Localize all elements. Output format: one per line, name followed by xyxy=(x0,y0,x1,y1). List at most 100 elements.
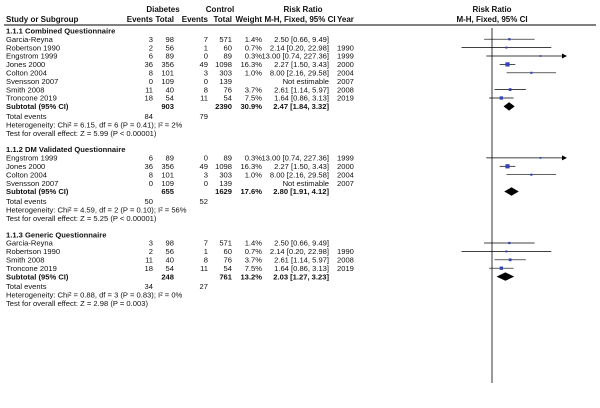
study-point xyxy=(505,46,508,49)
control-total: 571 xyxy=(219,35,232,44)
diabetes-events: 6 xyxy=(149,154,153,163)
control-events: 0 xyxy=(204,179,208,188)
study-name: Garcia-Reyna xyxy=(6,239,54,248)
total-diabetes-events: 34 xyxy=(145,282,153,291)
diabetes-events: 8 xyxy=(149,69,153,78)
total-diabetes-events: 84 xyxy=(145,112,153,121)
study-risk-ratio-ci: 2.61 [1.14, 5.97] xyxy=(274,256,329,265)
control-events: 1 xyxy=(204,247,208,256)
diabetes-total: 356 xyxy=(161,162,174,171)
control-events: 49 xyxy=(200,60,208,69)
subtotal-label: Subtotal (95% CI) xyxy=(6,102,69,111)
overall-effect-test: Test for overall effect: Z = 5.99 (P < 0… xyxy=(6,129,157,138)
ci-method-header: M-H, Fixed, 95% CI xyxy=(264,15,335,24)
study-name: Colton 2004 xyxy=(6,170,47,179)
diabetes-events: 3 xyxy=(149,239,153,248)
subtotal-weight: 30.9% xyxy=(240,102,262,111)
study-name: Troncone 2019 xyxy=(6,94,57,103)
study-point xyxy=(530,71,533,74)
study-risk-ratio-ci: 2.61 [1.14, 5.97] xyxy=(274,85,329,94)
study-risk-ratio-ci: 2.14 [0.20, 22.98] xyxy=(270,43,329,52)
diabetes-events: 0 xyxy=(149,77,153,86)
study-weight: 1.0% xyxy=(245,170,263,179)
control-total: 54 xyxy=(224,264,232,273)
study-point xyxy=(539,157,542,159)
study-weight: 0.7% xyxy=(245,247,263,256)
study-point xyxy=(505,164,510,169)
study-point xyxy=(499,96,504,100)
study-year: 1999 xyxy=(337,154,354,163)
control-events: 11 xyxy=(200,264,208,273)
study-risk-ratio-ci: 1.64 [0.86, 3.13] xyxy=(274,94,329,103)
study-name: Robertson 1990 xyxy=(6,43,60,52)
study-name: Engstrom 1999 xyxy=(6,52,58,61)
study-weight: 1.4% xyxy=(245,35,263,44)
study-name: Jones 2000 xyxy=(6,162,45,171)
study-risk-ratio-ci: Not estimable xyxy=(283,179,329,188)
subtotal-label: Subtotal (95% CI) xyxy=(6,187,69,196)
study-name: Troncone 2019 xyxy=(6,264,57,273)
subgroup-title: 1.1.2 DM Validated Questionnaire xyxy=(6,145,125,154)
diabetes-events: 6 xyxy=(149,52,153,61)
control-events: 1 xyxy=(204,43,208,52)
overall-effect-test: Test for overall effect: Z = 2.98 (P = 0… xyxy=(6,299,148,308)
heterogeneity-stat: Heterogeneity: Chi² = 4.59, df = 2 (P = … xyxy=(6,206,187,215)
study-weight: 16.3% xyxy=(240,60,262,69)
diabetes-total: 101 xyxy=(161,170,174,179)
study-point xyxy=(530,173,533,176)
control-total: 139 xyxy=(219,77,232,86)
study-weight: 3.7% xyxy=(245,256,263,265)
diabetes-events: 36 xyxy=(145,162,153,171)
overall-effect-test: Test for overall effect: Z = 5.25 (P < 0… xyxy=(6,214,157,223)
total-events-label: Total events xyxy=(6,282,47,291)
diabetes-total: 54 xyxy=(166,264,174,273)
heterogeneity-stat: Heterogeneity: Chi² = 6.15, df = 6 (P = … xyxy=(6,120,183,129)
diabetes-total: 98 xyxy=(166,239,174,248)
subtotal-risk-ratio-ci: 2.80 [1.91, 4.12] xyxy=(273,187,329,196)
study-point xyxy=(508,88,512,91)
control-total: 139 xyxy=(219,179,232,188)
heterogeneity-stat: Heterogeneity: Chi² = 0.88, df = 3 (P = … xyxy=(6,291,183,300)
subtotal-risk-ratio-ci: 2.47 [1.84, 3.32] xyxy=(273,102,329,111)
diabetes-events: 0 xyxy=(149,179,153,188)
diabetes-total: 89 xyxy=(166,52,174,61)
total-events-label: Total events xyxy=(6,112,47,121)
ci-arrow xyxy=(562,155,567,161)
control-total: 1098 xyxy=(215,162,232,171)
total-control-events: 27 xyxy=(200,282,208,291)
control-events: 11 xyxy=(200,94,208,103)
study-year: 1999 xyxy=(337,52,354,61)
plot-ci-method-header: M-H, Fixed, 95% CI xyxy=(456,15,527,24)
diabetes-total: 56 xyxy=(166,43,174,52)
diabetes-events: 2 xyxy=(149,247,153,256)
ci-arrow xyxy=(562,53,567,59)
study-name: Svensson 2007 xyxy=(6,179,58,188)
study-weight: 7.5% xyxy=(245,264,263,273)
study-point xyxy=(505,62,510,67)
study-point xyxy=(508,241,511,245)
study-point xyxy=(539,55,542,57)
study-risk-ratio-ci: 2.50 [0.66, 9.49] xyxy=(274,239,329,248)
diabetes-total: 89 xyxy=(166,154,174,163)
control-total: 54 xyxy=(224,94,232,103)
diabetes-total: 98 xyxy=(166,35,174,44)
risk-ratio-header: Risk Ratio xyxy=(283,5,322,14)
study-name: Jones 2000 xyxy=(6,60,45,69)
diabetes-events: 11 xyxy=(145,85,153,94)
control-events: 0 xyxy=(204,77,208,86)
study-risk-ratio-ci: 2.50 [0.66, 9.49] xyxy=(274,35,329,44)
diabetes-total: 54 xyxy=(166,94,174,103)
diabetes-total: 101 xyxy=(161,69,174,78)
control-total: 60 xyxy=(224,247,232,256)
study-year: 1990 xyxy=(337,247,354,256)
study-point xyxy=(505,250,508,253)
study-risk-ratio-ci: 8.00 [2.16, 29.58] xyxy=(270,69,329,78)
control-events: 0 xyxy=(204,154,208,163)
control-events: 8 xyxy=(204,85,208,94)
study-risk-ratio-ci: 13.00 [0.74, 227.36] xyxy=(261,154,329,163)
diabetes-events: 18 xyxy=(145,94,153,103)
control-total: 1098 xyxy=(215,60,232,69)
control-total-header: Total xyxy=(213,15,232,24)
subtotal-diabetes-total: 248 xyxy=(161,272,174,281)
